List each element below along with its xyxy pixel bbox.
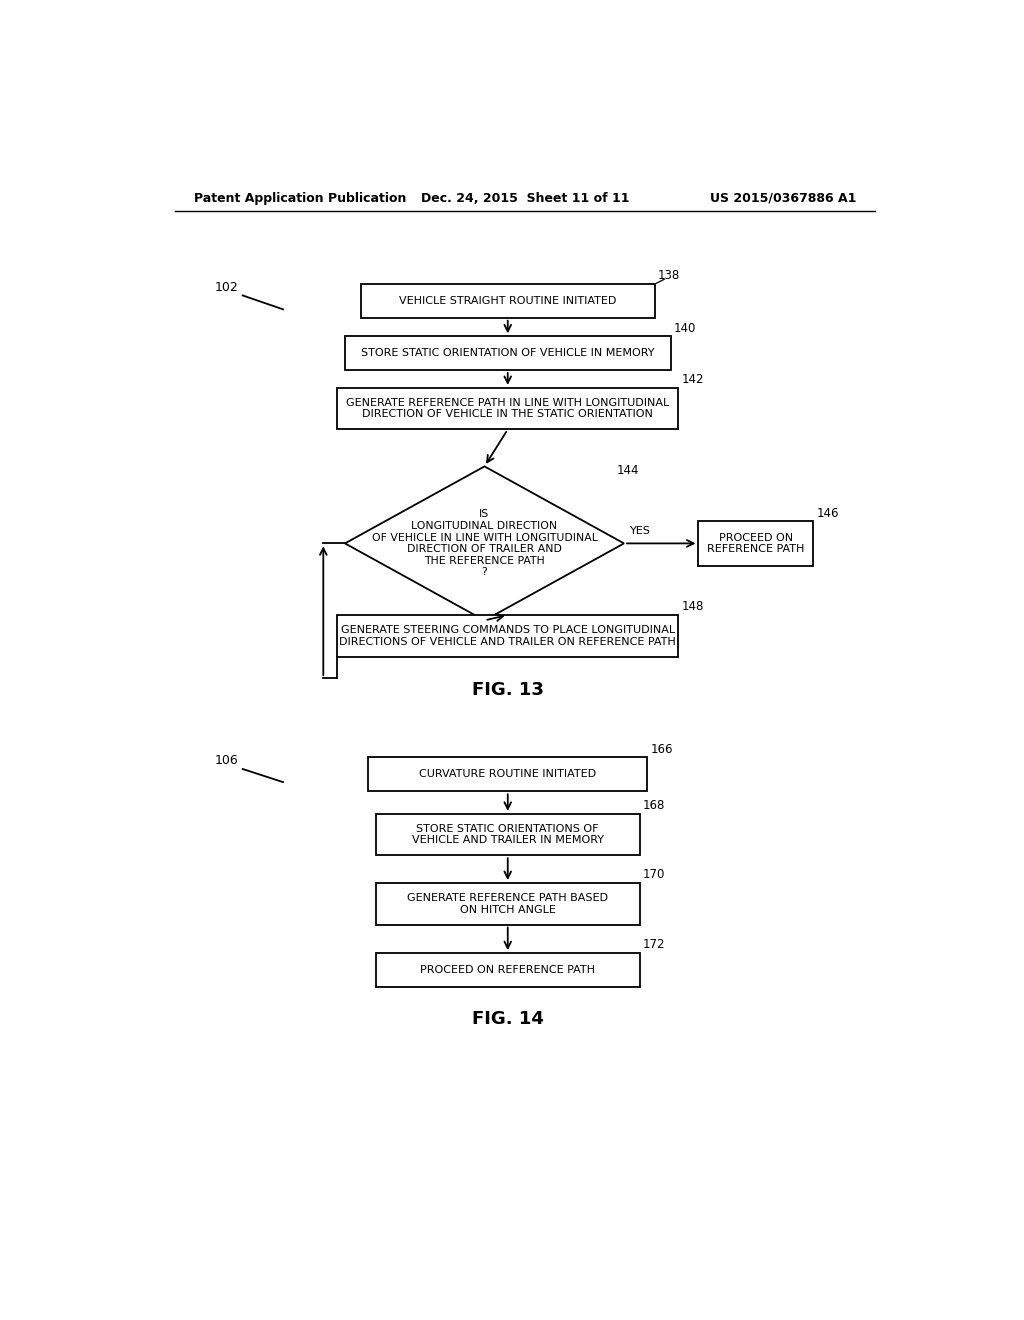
Text: NO: NO <box>490 632 508 643</box>
Text: 166: 166 <box>650 743 673 756</box>
Bar <box>360 284 655 318</box>
Bar <box>698 521 813 566</box>
Text: PROCEED ON REFERENCE PATH: PROCEED ON REFERENCE PATH <box>420 965 595 975</box>
Text: STORE STATIC ORIENTATION OF VEHICLE IN MEMORY: STORE STATIC ORIENTATION OF VEHICLE IN M… <box>361 348 654 358</box>
Text: PROCEED ON
REFERENCE PATH: PROCEED ON REFERENCE PATH <box>707 532 805 554</box>
Text: FIG. 13: FIG. 13 <box>472 681 544 698</box>
Bar <box>376 883 640 924</box>
Text: CURVATURE ROUTINE INITIATED: CURVATURE ROUTINE INITIATED <box>419 770 596 779</box>
Text: STORE STATIC ORIENTATIONS OF
VEHICLE AND TRAILER IN MEMORY: STORE STATIC ORIENTATIONS OF VEHICLE AND… <box>412 824 604 845</box>
Text: 146: 146 <box>816 507 839 520</box>
Bar <box>376 953 640 987</box>
Text: 144: 144 <box>616 465 639 478</box>
Text: IS
LONGITUDINAL DIRECTION
OF VEHICLE IN LINE WITH LONGITUDINAL
DIRECTION OF TRAI: IS LONGITUDINAL DIRECTION OF VEHICLE IN … <box>372 510 597 577</box>
Bar <box>376 813 640 855</box>
Text: YES: YES <box>630 525 651 536</box>
Text: VEHICLE STRAIGHT ROUTINE INITIATED: VEHICLE STRAIGHT ROUTINE INITIATED <box>399 296 616 306</box>
Text: Dec. 24, 2015  Sheet 11 of 11: Dec. 24, 2015 Sheet 11 of 11 <box>421 191 629 205</box>
Text: 142: 142 <box>681 374 703 387</box>
Text: 170: 170 <box>643 869 665 882</box>
Text: US 2015/0367886 A1: US 2015/0367886 A1 <box>710 191 856 205</box>
Text: 106: 106 <box>215 754 239 767</box>
Text: GENERATE REFERENCE PATH BASED
ON HITCH ANGLE: GENERATE REFERENCE PATH BASED ON HITCH A… <box>408 892 608 915</box>
Text: 148: 148 <box>681 601 703 614</box>
Text: FIG. 14: FIG. 14 <box>472 1010 544 1028</box>
Text: GENERATE REFERENCE PATH IN LINE WITH LONGITUDINAL
DIRECTION OF VEHICLE IN THE ST: GENERATE REFERENCE PATH IN LINE WITH LON… <box>346 397 670 420</box>
Bar <box>345 337 671 370</box>
Text: 138: 138 <box>658 269 680 282</box>
Text: 102: 102 <box>215 281 239 294</box>
Text: 172: 172 <box>643 939 666 952</box>
Bar <box>337 388 678 429</box>
Text: 140: 140 <box>674 322 696 335</box>
Text: 168: 168 <box>643 799 665 812</box>
Bar <box>369 758 647 792</box>
Polygon shape <box>345 466 624 620</box>
Text: GENERATE STEERING COMMANDS TO PLACE LONGITUDINAL
DIRECTIONS OF VEHICLE AND TRAIL: GENERATE STEERING COMMANDS TO PLACE LONG… <box>339 624 676 647</box>
Text: Patent Application Publication: Patent Application Publication <box>194 191 407 205</box>
Bar <box>337 615 678 656</box>
